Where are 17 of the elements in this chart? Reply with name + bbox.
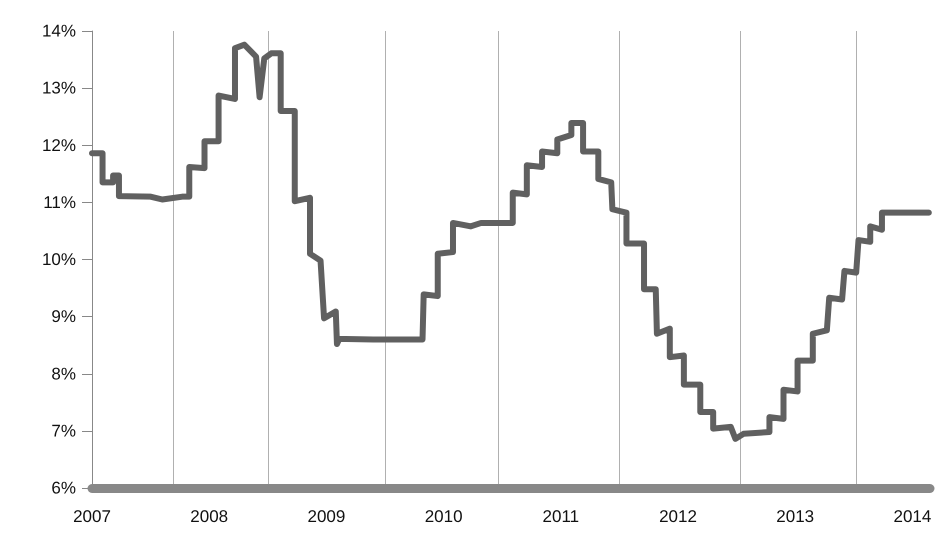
y-tick-label: 9% bbox=[51, 307, 76, 326]
x-tick-label: 2009 bbox=[307, 507, 346, 526]
x-tick-label: 2007 bbox=[73, 507, 111, 526]
x-tick-label: 2010 bbox=[424, 507, 463, 526]
y-tick-label: 10% bbox=[42, 250, 76, 269]
y-tick-label: 13% bbox=[42, 78, 76, 98]
x-tick-label: 2012 bbox=[659, 507, 697, 526]
y-tick-label: 7% bbox=[51, 421, 76, 440]
y-tick-label: 11% bbox=[43, 192, 76, 212]
x-tick-label: 2008 bbox=[190, 507, 228, 526]
x-tick-label: 2014 bbox=[894, 507, 932, 526]
x-tick-label: 2011 bbox=[542, 507, 580, 526]
y-tick-label: 6% bbox=[51, 478, 76, 498]
y-tick-label: 12% bbox=[42, 136, 76, 155]
y-tick-label: 8% bbox=[51, 364, 76, 384]
y-tick-label: 14% bbox=[42, 22, 76, 40]
x-tick-label: 2013 bbox=[776, 507, 814, 526]
